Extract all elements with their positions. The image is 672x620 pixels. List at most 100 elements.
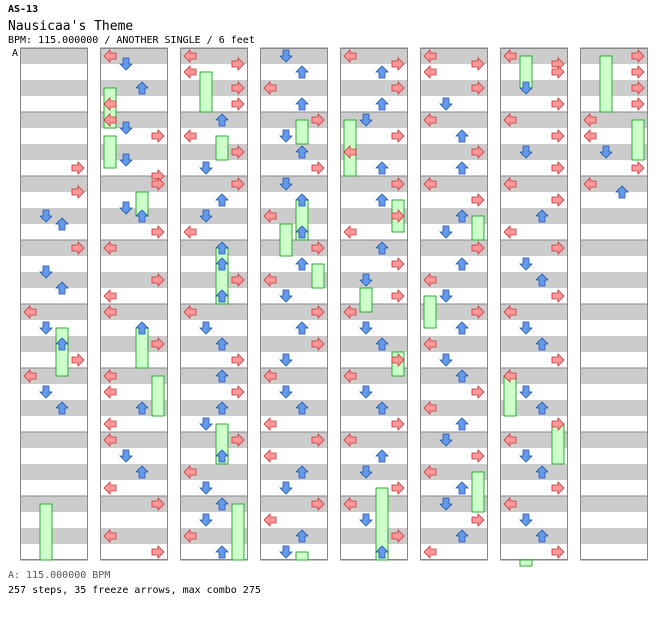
beat-stripe: [260, 208, 328, 224]
beat-stripe: [420, 80, 488, 96]
beat-stripe: [100, 208, 168, 224]
step-arrow-right: [471, 241, 485, 255]
beat-stripe: [180, 176, 248, 192]
step-arrow-up: [295, 321, 309, 335]
step-arrow-left: [103, 385, 117, 399]
step-arrow-left: [23, 305, 37, 319]
step-arrow-down: [279, 481, 293, 495]
beat-stripe: [20, 80, 88, 96]
step-arrow-right: [311, 241, 325, 255]
step-arrow-right: [151, 273, 165, 287]
beat-stripe: [260, 240, 328, 256]
step-arrow-up: [295, 145, 309, 159]
step-arrow-right: [151, 497, 165, 511]
step-arrow-left: [583, 177, 597, 191]
step-arrow-left: [183, 305, 197, 319]
step-arrow-down: [439, 97, 453, 111]
beat-stripe: [260, 528, 328, 544]
step-arrow-left: [103, 481, 117, 495]
step-arrow-left: [423, 65, 437, 79]
step-arrow-down: [39, 265, 53, 279]
step-arrow-left: [503, 369, 517, 383]
beat-stripe: [260, 112, 328, 128]
beat-stripe: [420, 336, 488, 352]
step-arrow-left: [183, 529, 197, 543]
beat-stripe: [260, 496, 328, 512]
beat-stripe: [420, 400, 488, 416]
beat-stripe: [580, 144, 648, 160]
column-border: [420, 48, 488, 560]
step-arrow-right: [231, 97, 245, 111]
freeze-arrow-left: [103, 135, 117, 169]
beat-stripe: [260, 464, 328, 480]
step-arrow-up: [135, 465, 149, 479]
beat-stripe: [180, 112, 248, 128]
step-arrow-right: [471, 449, 485, 463]
beat-stripe: [580, 496, 648, 512]
step-arrow-up: [55, 401, 69, 415]
step-arrow-left: [503, 433, 517, 447]
beat-stripe: [100, 112, 168, 128]
step-arrow-down: [519, 145, 533, 159]
step-arrow-up: [295, 97, 309, 111]
step-arrow-up: [215, 289, 229, 303]
beat-stripe: [580, 464, 648, 480]
step-arrow-left: [423, 401, 437, 415]
step-arrow-down: [439, 289, 453, 303]
step-arrow-up: [455, 321, 469, 335]
step-arrow-right: [471, 145, 485, 159]
step-arrow-down: [519, 513, 533, 527]
beat-stripe: [420, 208, 488, 224]
step-arrow-right: [71, 241, 85, 255]
stats-line: 257 steps, 35 freeze arrows, max combo 2…: [8, 585, 261, 596]
step-arrow-left: [343, 497, 357, 511]
step-arrow-up: [215, 241, 229, 255]
step-arrow-right: [231, 81, 245, 95]
freeze-arrow-down: [279, 223, 293, 257]
beat-stripe: [580, 176, 648, 192]
freeze-arrow-right: [471, 215, 485, 241]
column-border: [340, 48, 408, 560]
beat-stripe: [180, 80, 248, 96]
beat-stripe: [420, 368, 488, 384]
beat-stripe: [420, 496, 488, 512]
beat-stripe: [180, 240, 248, 256]
step-arrow-left: [503, 497, 517, 511]
step-arrow-right: [231, 57, 245, 71]
step-arrow-up: [135, 321, 149, 335]
step-arrow-right: [391, 129, 405, 143]
beat-stripe: [500, 112, 568, 128]
step-arrow-left: [263, 449, 277, 463]
beat-stripe: [340, 176, 408, 192]
step-arrow-up: [55, 337, 69, 351]
step-arrow-left: [343, 145, 357, 159]
step-arrow-left: [503, 177, 517, 191]
step-arrow-down: [519, 81, 533, 95]
column-border: [20, 48, 88, 560]
step-arrow-down: [199, 417, 213, 431]
step-arrow-down: [519, 449, 533, 463]
step-arrow-left: [263, 513, 277, 527]
step-arrow-left: [263, 417, 277, 431]
step-arrow-left: [103, 369, 117, 383]
step-arrow-right: [311, 337, 325, 351]
step-arrow-up: [215, 545, 229, 559]
column-border: [100, 48, 168, 560]
beat-stripe: [180, 144, 248, 160]
step-arrow-up: [215, 497, 229, 511]
step-arrow-down: [279, 385, 293, 399]
step-arrow-left: [183, 65, 197, 79]
step-arrow-down: [119, 449, 133, 463]
step-arrow-down: [119, 57, 133, 71]
freeze-arrow-down: [519, 559, 533, 567]
freeze-arrow-up: [55, 327, 69, 377]
step-arrow-up: [375, 241, 389, 255]
column-border: [580, 48, 648, 560]
step-arrow-down: [119, 201, 133, 215]
step-arrow-right: [151, 337, 165, 351]
step-arrow-right: [551, 193, 565, 207]
beat-stripe: [20, 176, 88, 192]
beat-stripe: [580, 528, 648, 544]
step-arrow-down: [199, 481, 213, 495]
step-arrow-down: [39, 385, 53, 399]
